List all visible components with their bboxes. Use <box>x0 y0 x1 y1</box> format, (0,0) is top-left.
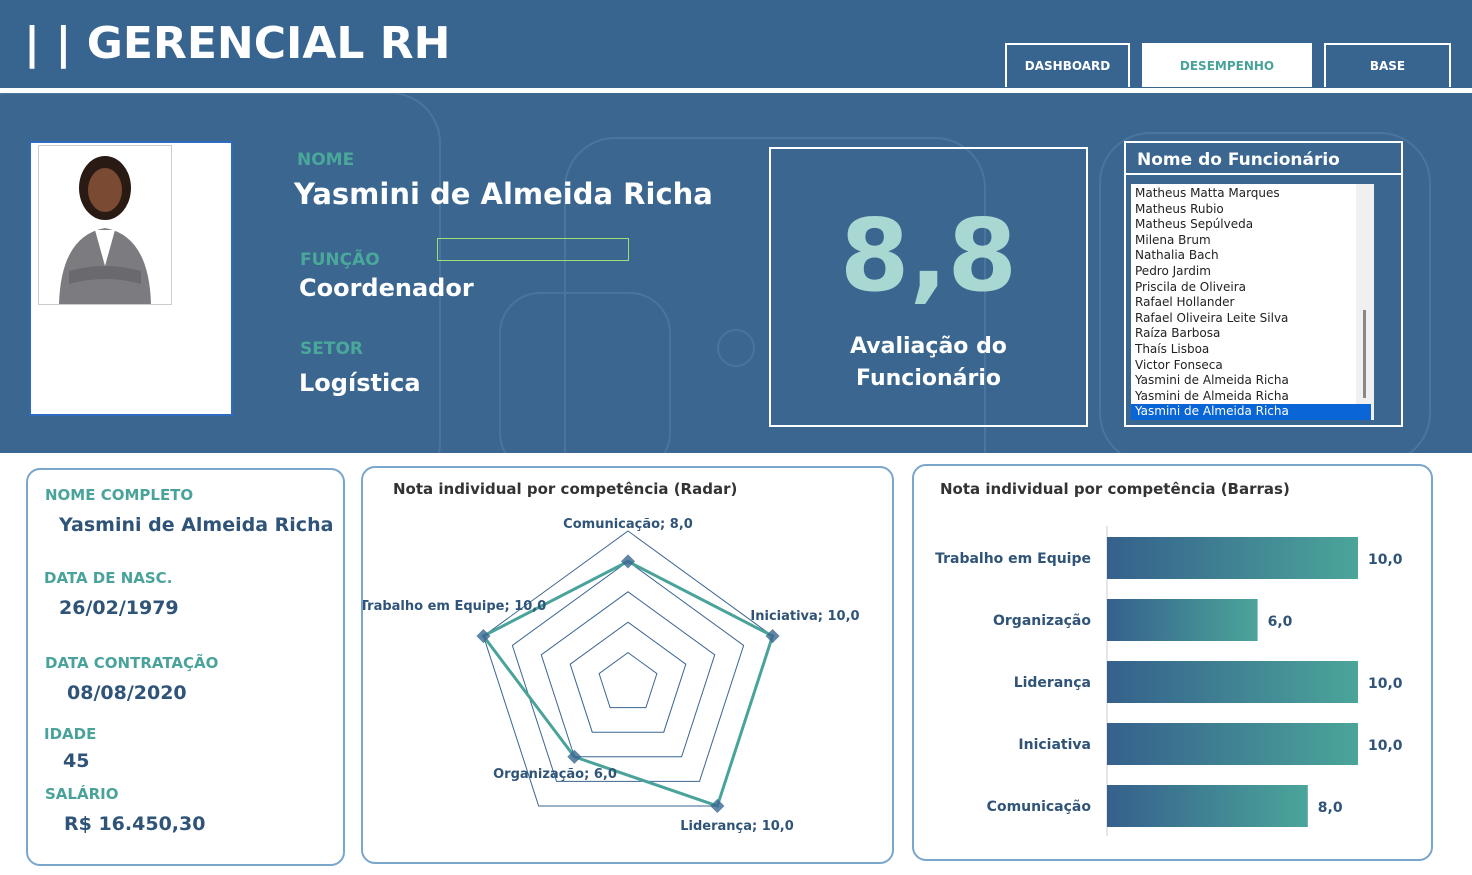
bar <box>1107 661 1358 703</box>
detail-value: 08/08/2020 <box>67 682 187 704</box>
grid-ring <box>482 530 774 807</box>
name-value: Yasmini de Almeida Richa <box>294 177 713 211</box>
title-bars: | | <box>24 18 87 69</box>
point-label: Organização; 6,0 <box>493 767 617 782</box>
nav-tab[interactable]: DASHBOARD <box>1005 43 1130 87</box>
category-label: Trabalho em Equipe <box>935 551 1091 567</box>
grid-ring <box>569 621 687 733</box>
nav-tab[interactable]: BASE <box>1324 43 1451 87</box>
radar-point <box>765 628 780 644</box>
score-label: Avaliação do Funcionário <box>850 334 1007 391</box>
scrollbar <box>1356 184 1374 420</box>
value-label: 10,0 <box>1368 676 1403 692</box>
score-box: 8,8 Avaliação do Funcionário <box>769 147 1088 427</box>
value-label: 10,0 <box>1368 552 1403 568</box>
bar-chart: Nota individual por competência (Barras)… <box>935 480 1403 836</box>
photo <box>38 145 172 305</box>
detail-label: NOME COMPLETO <box>45 486 194 504</box>
sector-label: SETOR <box>300 339 363 359</box>
list-item[interactable]: Matheus Rubio <box>1135 201 1224 216</box>
radar-point <box>567 749 582 764</box>
cell-selection <box>437 238 629 261</box>
bar <box>1107 723 1358 765</box>
value-label: 6,0 <box>1268 614 1293 630</box>
list-item[interactable]: Thaís Lisboa <box>1135 341 1210 356</box>
value-label: 8,0 <box>1318 800 1343 816</box>
bar <box>1107 599 1258 641</box>
background-decor <box>0 93 1431 453</box>
category-label: Iniciativa <box>1018 737 1091 753</box>
value-label: 10,0 <box>1368 738 1403 754</box>
list-item[interactable]: Pedro Jardim <box>1135 263 1211 278</box>
list-item[interactable]: Milena Brum <box>1135 232 1211 247</box>
bar <box>1107 785 1308 827</box>
list-item[interactable]: Nathalia Bach <box>1135 248 1219 263</box>
detail-label: DATA DE NASC. <box>44 569 173 587</box>
app-title: | | GERENCIAL RH <box>24 18 451 69</box>
list-item[interactable]: Priscila de Oliveira <box>1135 279 1247 294</box>
list-item[interactable]: Yasmini de Almeida Richa <box>1135 373 1289 388</box>
detail-label: SALÁRIO <box>45 785 119 803</box>
radar-point <box>476 628 491 644</box>
detail-value: Yasmini de Almeida Richa <box>59 514 334 536</box>
grid-ring <box>598 651 658 709</box>
detail-value: 45 <box>63 750 90 772</box>
list-item[interactable]: Matheus Sepúlveda <box>1135 217 1254 232</box>
point-label: Liderança; 10,0 <box>680 819 794 834</box>
chart-title: Nota individual por competência (Radar) <box>393 480 737 498</box>
category-label: Comunicação <box>987 799 1092 815</box>
name-label: NOME <box>297 150 355 170</box>
point-label: Iniciativa; 10,0 <box>750 609 859 624</box>
point-label: Trabalho em Equipe; 10,0 <box>363 599 546 614</box>
grid-ring <box>540 591 716 758</box>
details-card: NOME COMPLETO Yasmini de Almeida Richa DAT… <box>26 468 345 866</box>
role-label: FUNÇÃO <box>300 250 380 270</box>
list-box: Nome do Funcionário <box>1124 141 1403 427</box>
bar-card: Nota individual por competência (Barras)… <box>912 464 1433 861</box>
detail-label: IDADE <box>44 725 97 743</box>
bar <box>1107 537 1358 579</box>
role-value: Coordenador <box>299 274 474 302</box>
sector-value: Logística <box>299 369 421 397</box>
title-text: GERENCIAL RH <box>86 18 451 69</box>
detail-value: 26/02/1979 <box>59 597 179 619</box>
list-title: Nome do Funcionário <box>1126 143 1401 175</box>
radar-card: Nota individual por competência (Radar) C… <box>360 466 894 864</box>
employee-list: Matheus Matta Marques Matheus Rubio Matheu… <box>1131 184 1374 420</box>
list-item[interactable]: Rafael Hollander <box>1135 295 1235 310</box>
radar-line <box>481 559 775 808</box>
nav-tab[interactable]: DESEMPENHO <box>1142 43 1312 87</box>
radar-point <box>620 554 636 569</box>
detail-value: R$ 16.450,30 <box>64 813 206 835</box>
category-label: Liderança <box>1014 675 1091 691</box>
list-item[interactable]: Victor Fonseca <box>1135 357 1223 372</box>
grid-ring <box>511 560 745 782</box>
photo-frame <box>29 141 233 416</box>
list-item[interactable]: Yasmini de Almeida Richa <box>1131 404 1371 420</box>
list-item[interactable]: Rafael Oliveira Leite Silva <box>1135 310 1289 325</box>
point-label: Comunicação; 8,0 <box>563 517 693 532</box>
category-label: Organização <box>993 613 1091 629</box>
chart-title: Nota individual por competência (Barras) <box>940 480 1290 498</box>
radar-chart: Nota individual por competência (Radar) C… <box>360 480 860 834</box>
radar-point <box>710 798 725 814</box>
list-item[interactable]: Yasmini de Almeida Richa <box>1135 388 1289 403</box>
list-item[interactable]: Raíza Barbosa <box>1135 326 1221 341</box>
list-item[interactable]: Matheus Matta Marques <box>1135 186 1280 200</box>
scroll-thumb[interactable] <box>1363 310 1366 398</box>
detail-label: DATA CONTRATAÇÃO <box>45 654 219 672</box>
score-value: 8,8 <box>839 197 1018 314</box>
